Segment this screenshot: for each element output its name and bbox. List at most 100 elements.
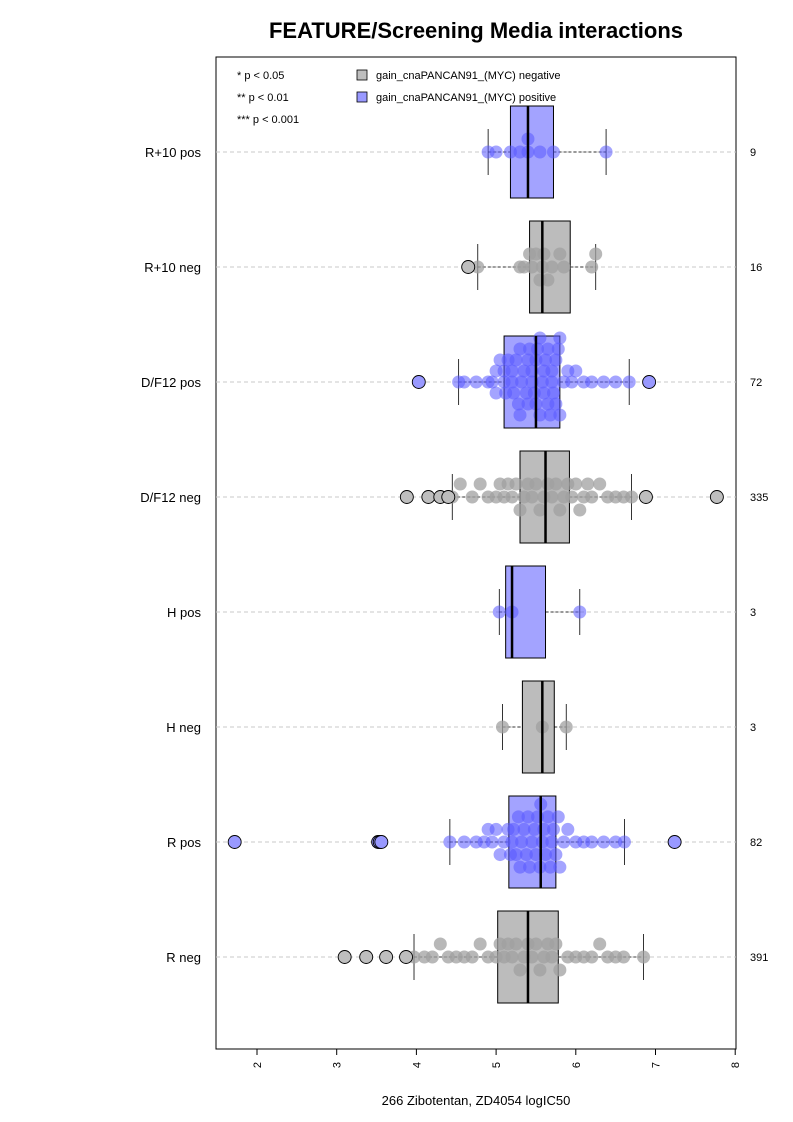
data-point bbox=[457, 375, 471, 389]
data-point bbox=[515, 835, 529, 849]
data-point bbox=[553, 331, 567, 345]
data-point bbox=[509, 353, 523, 367]
data-point bbox=[549, 397, 563, 411]
count-labels: 9 16 72 335 3 3 82 391 bbox=[750, 147, 768, 964]
data-point bbox=[539, 353, 553, 367]
data-point bbox=[523, 860, 537, 874]
data-point bbox=[513, 342, 527, 356]
data-point bbox=[553, 408, 567, 422]
data-point bbox=[525, 490, 539, 504]
data-point bbox=[453, 477, 467, 491]
data-point bbox=[585, 950, 599, 964]
data-point bbox=[553, 247, 567, 261]
data-point bbox=[517, 822, 531, 836]
outlier-point bbox=[642, 375, 657, 389]
data-point bbox=[513, 860, 527, 874]
legend-label-negative: gain_cnaPANCAN91_(MYC) negative bbox=[376, 70, 560, 82]
data-point bbox=[545, 490, 559, 504]
x-tick-label: 6 bbox=[571, 1062, 583, 1068]
boxplot bbox=[481, 105, 613, 199]
significance-item: ** p < 0.01 bbox=[237, 92, 289, 104]
data-point bbox=[545, 364, 559, 378]
data-point bbox=[553, 860, 567, 874]
data-point bbox=[493, 848, 507, 862]
data-point bbox=[489, 386, 503, 400]
data-point bbox=[599, 145, 613, 159]
significance-item: * p < 0.05 bbox=[237, 70, 284, 82]
boxplot bbox=[411, 331, 657, 429]
data-point bbox=[433, 937, 447, 951]
outlier-point bbox=[399, 490, 414, 504]
data-point bbox=[511, 397, 525, 411]
data-point bbox=[593, 937, 607, 951]
data-point bbox=[546, 822, 560, 836]
data-point bbox=[541, 342, 555, 356]
data-point bbox=[505, 490, 519, 504]
category-label: D/F12 pos bbox=[141, 375, 201, 390]
boxplot bbox=[337, 910, 651, 1004]
data-point bbox=[617, 835, 631, 849]
data-point bbox=[557, 260, 571, 274]
data-point bbox=[507, 822, 521, 836]
boxplot bbox=[492, 565, 587, 659]
x-axis-title: 266 Zibotentan, ZD4054 logIC50 bbox=[382, 1093, 571, 1108]
data-point bbox=[557, 835, 571, 849]
boxplot bbox=[461, 220, 603, 314]
data-point bbox=[637, 950, 651, 964]
x-tick-label: 2 bbox=[252, 1062, 264, 1068]
chart-title: FEATURE/Screening Media interactions bbox=[269, 18, 683, 43]
data-point bbox=[505, 950, 519, 964]
data-point bbox=[585, 375, 599, 389]
data-point bbox=[585, 835, 599, 849]
outlier-point bbox=[359, 950, 374, 964]
data-point bbox=[509, 937, 523, 951]
x-tick-label: 4 bbox=[411, 1062, 423, 1068]
boxplot bbox=[495, 680, 573, 774]
data-point bbox=[509, 477, 523, 491]
data-point bbox=[473, 937, 487, 951]
data-point bbox=[573, 503, 587, 517]
count-label: 82 bbox=[750, 837, 762, 849]
data-point bbox=[585, 490, 599, 504]
data-point bbox=[597, 835, 611, 849]
x-axis: 2 3 4 5 6 7 8 bbox=[252, 1048, 742, 1068]
count-label: 72 bbox=[750, 377, 762, 389]
category-label: R neg bbox=[166, 950, 201, 965]
data-point bbox=[529, 848, 543, 862]
data-point bbox=[521, 810, 535, 824]
data-point bbox=[529, 937, 543, 951]
data-layer bbox=[227, 105, 724, 1004]
data-point bbox=[515, 375, 529, 389]
legend-swatch-negative bbox=[356, 69, 368, 81]
data-point bbox=[457, 835, 471, 849]
data-point bbox=[465, 490, 479, 504]
outlier-point bbox=[411, 375, 426, 389]
data-point bbox=[581, 477, 595, 491]
data-point bbox=[569, 477, 583, 491]
data-point bbox=[505, 364, 519, 378]
data-point bbox=[545, 835, 559, 849]
outlier-point bbox=[667, 835, 682, 849]
data-point bbox=[533, 963, 547, 977]
outlier-point bbox=[421, 490, 436, 504]
data-point bbox=[545, 260, 559, 274]
x-tick-label: 5 bbox=[491, 1062, 503, 1068]
count-label: 391 bbox=[750, 952, 768, 964]
plot-area-frame bbox=[215, 56, 737, 1050]
x-tick-label: 8 bbox=[730, 1062, 742, 1068]
data-point bbox=[489, 145, 503, 159]
count-label: 3 bbox=[750, 607, 756, 619]
data-point bbox=[533, 145, 547, 159]
count-label: 3 bbox=[750, 722, 756, 734]
count-label: 9 bbox=[750, 147, 756, 159]
outlier-point bbox=[337, 950, 352, 964]
data-point bbox=[543, 860, 557, 874]
outlier-point bbox=[379, 950, 394, 964]
data-point bbox=[443, 835, 457, 849]
data-point bbox=[551, 810, 565, 824]
outlier-point bbox=[441, 490, 456, 504]
data-point bbox=[527, 822, 541, 836]
data-point bbox=[565, 375, 579, 389]
data-point bbox=[539, 848, 553, 862]
